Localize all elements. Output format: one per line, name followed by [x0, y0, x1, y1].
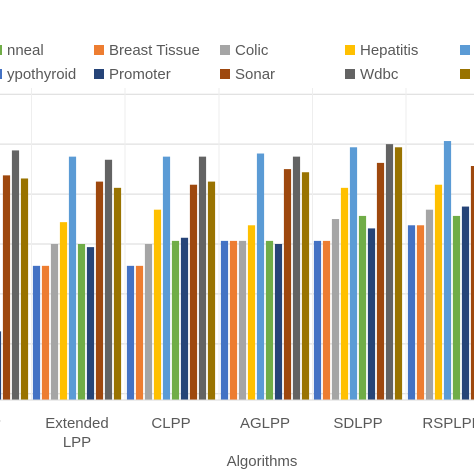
- bar: [292, 156, 301, 400]
- bar: [171, 240, 180, 400]
- legend-swatch: [345, 45, 355, 55]
- x-tick-label: Extended LPP: [45, 415, 108, 451]
- legend-label: Promoter: [109, 66, 171, 83]
- bar: [162, 156, 171, 400]
- bar: [443, 141, 452, 401]
- bar: [274, 244, 283, 400]
- bar: [32, 265, 41, 400]
- bar: [180, 237, 189, 400]
- bar: [189, 184, 198, 400]
- legend-label: Breast Tissue: [109, 42, 200, 59]
- bar: [220, 240, 229, 400]
- bar: [301, 172, 310, 400]
- x-tick-label: RSPLPP: [422, 415, 474, 432]
- x-tick-label: CLPP: [151, 415, 190, 432]
- bar: [265, 240, 274, 400]
- bar: [50, 244, 59, 400]
- bar: [358, 215, 367, 400]
- bar: [461, 206, 470, 400]
- bar: [104, 159, 113, 400]
- bar: [376, 162, 385, 400]
- bar: [470, 166, 474, 400]
- legend-swatch: [460, 45, 470, 55]
- bar: [416, 225, 425, 400]
- legend-swatch: [0, 45, 2, 55]
- bar: [41, 265, 50, 400]
- x-tick-label: P: [0, 415, 1, 432]
- bar: [2, 175, 11, 400]
- legend-swatch: [220, 45, 230, 55]
- legend: nneal Breast Tissue Colic Hepatitis ypothyro…: [0, 42, 470, 83]
- bar: [207, 181, 216, 400]
- bar: [59, 222, 68, 400]
- bar: [313, 240, 322, 400]
- bar: [198, 156, 207, 400]
- bar: [283, 169, 292, 400]
- bar: [11, 150, 20, 400]
- bar: [68, 156, 77, 400]
- bar: [135, 265, 144, 400]
- legend-label: Wdbc: [360, 66, 399, 83]
- x-tick-label: SDLPP: [333, 415, 382, 432]
- legend-label: nneal: [7, 42, 44, 59]
- legend-label: Colic: [235, 42, 269, 59]
- legend-label: Sonar: [235, 66, 275, 83]
- bar: [407, 225, 416, 400]
- legend-swatch: [0, 69, 2, 79]
- bar: [349, 147, 358, 400]
- bar: [20, 178, 29, 400]
- bar: [394, 147, 403, 400]
- bar: [247, 225, 256, 400]
- legend-swatch: [94, 69, 104, 79]
- bar: [95, 181, 104, 400]
- legend-swatch: [94, 45, 104, 55]
- bar: [144, 244, 153, 400]
- legend-swatch: [460, 69, 470, 79]
- legend-swatch: [220, 69, 230, 79]
- x-tick-label: AGLPP: [240, 415, 290, 432]
- legend-label: Hepatitis: [360, 42, 418, 59]
- bars: [0, 141, 474, 401]
- legend-label: ypothyroid: [7, 66, 76, 83]
- bar: [425, 209, 434, 400]
- bar: [434, 184, 443, 400]
- bar: [0, 331, 2, 400]
- bar: [331, 219, 340, 400]
- bar: [86, 247, 95, 400]
- bar: [367, 228, 376, 400]
- bar: [256, 153, 265, 400]
- bar: [340, 187, 349, 400]
- x-axis-title: Algorithms: [227, 453, 298, 470]
- bar: [322, 240, 331, 400]
- bar: [126, 265, 135, 400]
- legend-swatch: [345, 69, 355, 79]
- bar: [385, 144, 394, 400]
- bar: [238, 240, 247, 400]
- bar: [452, 215, 461, 400]
- bar: [77, 244, 86, 400]
- bar: [229, 240, 238, 400]
- bar: [153, 209, 162, 400]
- bar: [113, 187, 122, 400]
